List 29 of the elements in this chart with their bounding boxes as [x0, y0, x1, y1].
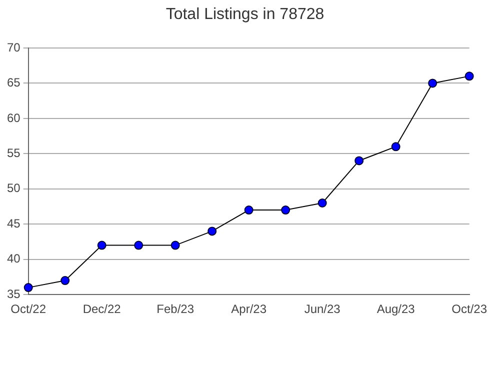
point [134, 240, 144, 250]
x-tick-label: Feb/23 [156, 302, 194, 316]
y-tick-label: 60 [6, 110, 21, 125]
point [391, 142, 400, 152]
point [354, 156, 364, 166]
point [170, 240, 180, 250]
point [244, 206, 254, 215]
x-tick-label: Oct/22 [10, 302, 46, 316]
chart-title: Total Listings in 78728 [164, 6, 326, 24]
y-tick-label: 55 [6, 146, 21, 160]
point [208, 226, 217, 236]
x-tick-label: Dec/22 [82, 302, 122, 316]
x-tick-label: Apr/23 [231, 302, 267, 316]
y-tick-label: 40 [6, 252, 21, 266]
y-tick-label: 45 [6, 216, 21, 230]
x-tick-label: Jun/23 [304, 302, 341, 316]
y-tick-label: 50 [6, 181, 21, 196]
y-tick-label: 70 [6, 40, 21, 54]
x-tick-label: Oct/23 [452, 302, 488, 316]
point [60, 276, 70, 286]
y-tick-label: 35 [6, 286, 21, 301]
point [318, 198, 327, 208]
x-tick-label: Aug/23 [376, 302, 416, 316]
point [464, 72, 474, 81]
y-tick-label: 65 [6, 76, 21, 90]
point [428, 78, 438, 88]
point [97, 240, 106, 250]
point [281, 206, 290, 215]
point [24, 283, 33, 292]
